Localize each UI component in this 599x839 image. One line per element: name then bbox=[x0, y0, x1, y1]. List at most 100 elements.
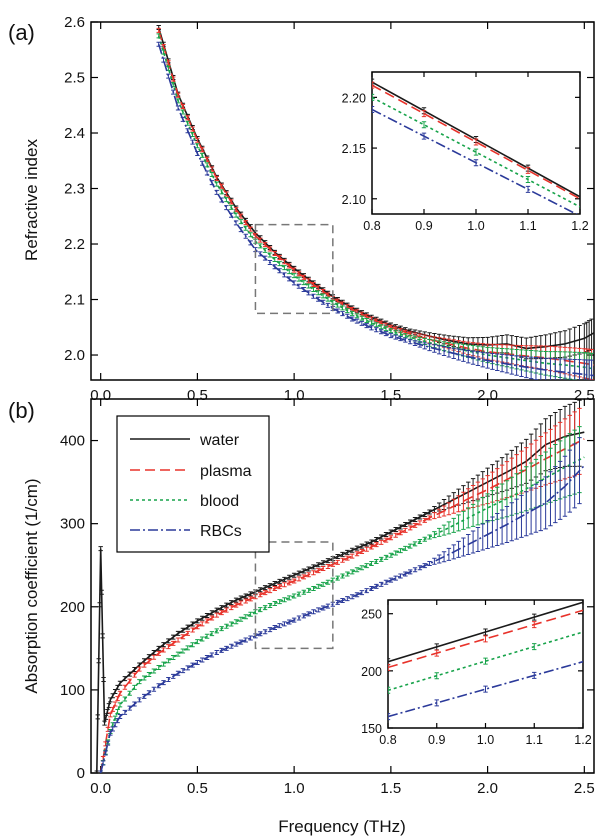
a-error-bar-rbcs bbox=[306, 290, 311, 296]
b-error-bar-water bbox=[277, 578, 282, 584]
b-inset-xtick-label: 1.1 bbox=[526, 733, 543, 747]
b-error-bar-plasma bbox=[388, 535, 394, 541]
a-error-bar-rbcs bbox=[567, 358, 573, 380]
b-inset-error-bar-plasma bbox=[532, 621, 537, 629]
a-error-bar-blood bbox=[374, 322, 379, 328]
b-error-bar-plasma bbox=[398, 530, 403, 536]
a-error-bar-rbcs bbox=[282, 272, 287, 278]
a-error-bar-rbcs bbox=[340, 311, 345, 317]
a-error-bar-blood bbox=[248, 232, 253, 238]
b-error-bar-blood bbox=[185, 645, 190, 651]
b-error-bar-plasma bbox=[301, 574, 307, 580]
b-error-bar-blood bbox=[325, 579, 331, 585]
b-error-bar-plasma bbox=[378, 539, 384, 545]
inset-series-b bbox=[388, 601, 583, 721]
b-error-bar-rbcs bbox=[233, 641, 239, 647]
b-error-bar-water bbox=[364, 541, 369, 547]
inset-x-ticks-a: 0.8 0.9 1.0 1.1 1.2 bbox=[363, 72, 589, 233]
a-inset-error-bar-blood bbox=[473, 148, 479, 156]
b-error-bar-blood bbox=[364, 563, 369, 569]
b-error-bar-blood bbox=[374, 558, 379, 564]
a-error-bar-rbcs bbox=[345, 313, 350, 319]
a-error-bar-rbcs bbox=[190, 139, 195, 145]
b-error-bar-water bbox=[349, 547, 355, 553]
a-error-bar-rbcs bbox=[316, 296, 321, 302]
b-error-bar-blood bbox=[277, 599, 282, 605]
b-error-bar-water bbox=[427, 509, 432, 515]
a-error-bar-rbcs bbox=[364, 323, 369, 329]
legend-label-rbcs: RBCs bbox=[200, 523, 242, 540]
b-error-bar-plasma bbox=[146, 658, 152, 664]
a-error-bar-rbcs bbox=[403, 337, 408, 343]
b-error-bar-rbcs bbox=[214, 649, 219, 655]
refractive-index-panel: (a) Refractive index 2.02.12.22.32.42.52… bbox=[8, 14, 595, 404]
b-error-bar-blood bbox=[480, 496, 485, 524]
a-error-bar-blood bbox=[190, 132, 195, 138]
b-error-bar-water bbox=[195, 618, 200, 624]
b-error-bar-water bbox=[243, 593, 248, 599]
b-error-bar-water bbox=[408, 519, 413, 525]
b-error-bar-water bbox=[209, 610, 215, 616]
a-error-bar-rbcs bbox=[325, 302, 331, 308]
b-inset-error-bar-rbcs bbox=[434, 699, 439, 707]
b-error-bar-rbcs bbox=[238, 639, 244, 645]
y-ticks-a: 2.0 2.1 2.2 2.3 2.4 2.5 2.6 bbox=[64, 14, 594, 364]
a-error-bar-plasma bbox=[306, 278, 311, 284]
a-error-bar-rbcs bbox=[528, 356, 534, 380]
b-error-bar-rbcs bbox=[171, 673, 176, 679]
b-error-bar-water bbox=[359, 543, 365, 549]
b-error-bar-plasma bbox=[132, 672, 137, 678]
a-error-bar-rbcs bbox=[224, 205, 229, 211]
a-error-bar-plasma bbox=[272, 250, 277, 256]
b-inset-error-bar-water bbox=[532, 613, 537, 621]
b-error-bar-blood bbox=[369, 561, 374, 567]
b-error-bar-plasma bbox=[142, 662, 147, 668]
a-error-bar-rbcs bbox=[258, 251, 263, 257]
a-error-bar-rbcs bbox=[359, 320, 365, 326]
b-error-bar-plasma bbox=[151, 654, 157, 660]
b-inset-error-bar-rbcs bbox=[483, 685, 488, 693]
b-error-bar-blood bbox=[287, 595, 292, 601]
b-error-bar-rbcs bbox=[557, 460, 563, 520]
b-error-bar-water bbox=[354, 545, 360, 551]
b-error-bar-rbcs bbox=[553, 466, 558, 524]
b-error-bar-water bbox=[185, 624, 190, 630]
b-error-bar-water bbox=[151, 649, 157, 655]
a-error-bar-rbcs bbox=[499, 353, 505, 373]
a-error-bar-plasma bbox=[180, 104, 186, 110]
b-error-bar-blood bbox=[258, 607, 263, 613]
b-error-bar-rbcs bbox=[451, 544, 456, 560]
b-error-bar-plasma bbox=[316, 568, 321, 574]
b-error-bar-plasma bbox=[349, 553, 355, 559]
b-error-bar-rbcs bbox=[543, 476, 548, 530]
a-inset-error-bar-plasma bbox=[525, 166, 531, 174]
b-error-bar-rbcs bbox=[306, 611, 311, 617]
b-error-bar-rbcs bbox=[296, 615, 302, 621]
a-error-bar-blood bbox=[325, 296, 331, 302]
b-error-bar-blood bbox=[151, 668, 157, 674]
a-error-bar-blood bbox=[393, 329, 398, 335]
b-error-bar-rbcs bbox=[359, 590, 365, 596]
a-error-bar-plasma bbox=[282, 259, 287, 265]
a-inset-ytick-label: 2.20 bbox=[342, 91, 366, 105]
b-error-bar-rbcs bbox=[475, 526, 481, 552]
a-error-bar-plasma bbox=[243, 220, 248, 226]
b-error-bar-rbcs bbox=[105, 740, 111, 746]
b-ytick-label: 0 bbox=[77, 765, 85, 782]
b-error-bar-plasma bbox=[417, 520, 423, 526]
b-error-bar-blood bbox=[282, 597, 287, 603]
b-error-bar-plasma bbox=[296, 576, 302, 582]
b-error-bar-plasma bbox=[287, 580, 292, 586]
a-error-bar-rbcs bbox=[383, 331, 389, 337]
b-inset-error-bar-blood bbox=[434, 672, 439, 680]
b-error-bar-water bbox=[374, 536, 379, 542]
b-error-bar-plasma bbox=[238, 600, 244, 606]
b-error-bar-blood bbox=[243, 614, 248, 620]
b-error-bar-water bbox=[219, 605, 224, 611]
b-error-bar-rbcs bbox=[166, 677, 171, 682]
b-error-bar-rbcs bbox=[548, 471, 553, 527]
a-inset-ytick-label: 2.15 bbox=[342, 142, 366, 156]
b-error-bar-rbcs bbox=[262, 629, 268, 635]
a-error-bar-plasma bbox=[277, 255, 282, 261]
a-inset-error-bar-plasma bbox=[421, 110, 427, 118]
